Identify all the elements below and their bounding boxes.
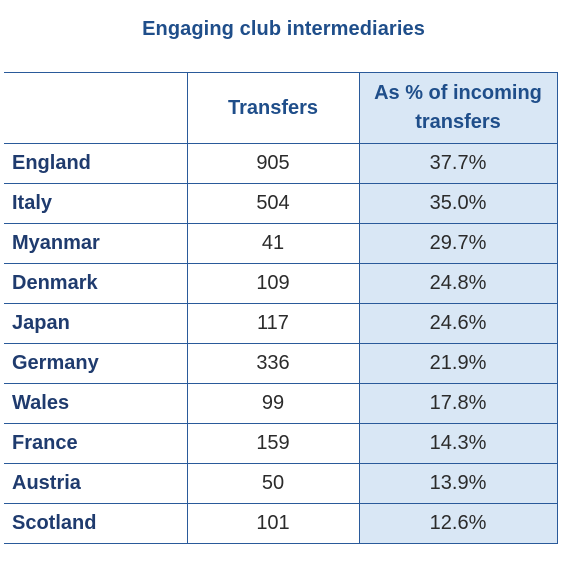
row-country: Wales xyxy=(4,383,187,424)
row-country: Myanmar xyxy=(4,223,187,264)
table-row: Italy 504 35.0% xyxy=(4,183,558,224)
row-country: England xyxy=(4,143,187,184)
row-percent: 29.7% xyxy=(358,223,558,264)
row-percent: 35.0% xyxy=(358,183,558,224)
row-country: Japan xyxy=(4,303,187,344)
table-row: Wales 99 17.8% xyxy=(4,383,558,424)
table-row: Japan 117 24.6% xyxy=(4,303,558,344)
row-country: Germany xyxy=(4,343,187,384)
row-transfers: 336 xyxy=(186,343,359,384)
row-transfers: 99 xyxy=(186,383,359,424)
row-percent: 17.8% xyxy=(358,383,558,424)
table-title: Engaging club intermediaries xyxy=(142,18,425,40)
row-percent: 14.3% xyxy=(358,423,558,464)
row-country: Scotland xyxy=(4,503,187,544)
row-country: Denmark xyxy=(4,263,187,304)
row-country: Italy xyxy=(4,183,187,224)
table-row: Scotland 101 12.6% xyxy=(4,503,558,544)
header-country xyxy=(4,72,187,144)
table-row: France 159 14.3% xyxy=(4,423,558,464)
header-row: Transfers As % of incoming transfers xyxy=(4,72,558,144)
table-row: Myanmar 41 29.7% xyxy=(4,223,558,264)
row-country: France xyxy=(4,423,187,464)
row-country: Austria xyxy=(4,463,187,504)
row-transfers: 41 xyxy=(186,223,359,264)
row-transfers: 905 xyxy=(186,143,359,184)
row-percent: 13.9% xyxy=(358,463,558,504)
row-percent: 37.7% xyxy=(358,143,558,184)
row-percent: 21.9% xyxy=(358,343,558,384)
data-table: Transfers As % of incoming transfers Eng… xyxy=(4,72,558,544)
row-transfers: 109 xyxy=(186,263,359,304)
row-transfers: 159 xyxy=(186,423,359,464)
row-transfers: 117 xyxy=(186,303,359,344)
row-transfers: 50 xyxy=(186,463,359,504)
header-percent: As % of incoming transfers xyxy=(358,72,558,144)
table-row: Germany 336 21.9% xyxy=(4,343,558,384)
table-row: Denmark 109 24.8% xyxy=(4,263,558,304)
row-transfers: 101 xyxy=(186,503,359,544)
row-transfers: 504 xyxy=(186,183,359,224)
table-row: Austria 50 13.9% xyxy=(4,463,558,504)
row-percent: 24.6% xyxy=(358,303,558,344)
row-percent: 12.6% xyxy=(358,503,558,544)
header-transfers: Transfers xyxy=(186,72,359,144)
table-row: England 905 37.7% xyxy=(4,143,558,184)
row-percent: 24.8% xyxy=(358,263,558,304)
